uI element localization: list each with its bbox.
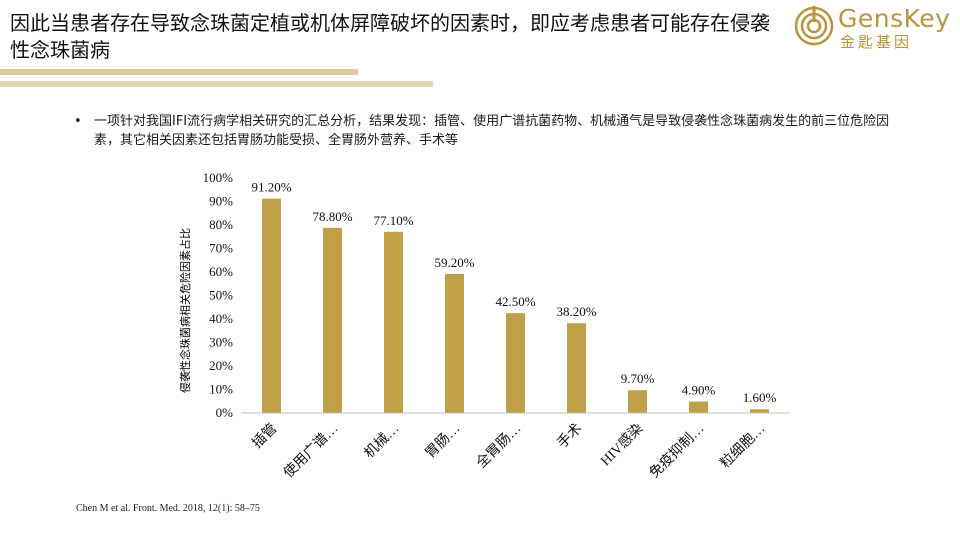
bar: [506, 313, 525, 413]
x-tick-label: 插管: [249, 421, 280, 452]
data-label: 1.60%: [743, 390, 777, 405]
x-tick-label: 机械…: [361, 421, 402, 462]
y-axis-ticks: 0% 10% 20% 30% 40% 50% 60% 70% 80% 90% 100%: [203, 170, 234, 420]
y-tick-label: 10%: [209, 382, 233, 397]
y-tick-label: 100%: [203, 170, 234, 185]
y-tick-label: 20%: [209, 358, 233, 373]
x-tick-label: HIV感染: [597, 420, 646, 469]
slide-title: 因此当患者存在导致念珠菌定植或机体屏障破坏的因素时，即应考虑患者可能存在侵袭性念…: [10, 11, 770, 62]
title-underline-short: [0, 81, 433, 87]
bar-series: [262, 198, 769, 413]
y-tick-label: 50%: [209, 288, 233, 303]
company-logo: GensKey 金匙基因: [792, 4, 952, 51]
data-label: 77.10%: [373, 213, 413, 228]
title-underline-long: [0, 69, 358, 75]
citation: Chen M et al. Front. Med. 2018, 12(1): 5…: [76, 503, 260, 514]
bar: [445, 273, 464, 413]
bar: [689, 401, 708, 413]
bullet-text: 一项针对我国IFI流行病学相关研究的汇总分析，结果发现：插管、使用广谱抗菌药物、…: [94, 114, 890, 148]
y-tick-label: 60%: [209, 264, 233, 279]
risk-factor-bar-chart: 0% 10% 20% 30% 40% 50% 60% 70% 80% 90% 100% 91.20%…: [178, 170, 790, 482]
data-label: 4.90%: [682, 382, 716, 397]
y-tick-label: 80%: [209, 217, 233, 232]
logo-name-en: GensKey: [838, 4, 951, 33]
bar: [323, 227, 342, 413]
bar: [628, 390, 647, 413]
bar: [384, 231, 403, 413]
data-label: 42.50%: [495, 294, 535, 309]
x-tick-label: 粒细胞…: [717, 421, 768, 472]
y-tick-label: 70%: [209, 241, 233, 256]
y-tick-label: 40%: [209, 311, 233, 326]
bar: [262, 198, 281, 413]
y-tick-label: 30%: [209, 335, 233, 350]
x-tick-label: 免疫抑制…: [647, 421, 708, 482]
data-label: 59.20%: [434, 255, 474, 270]
genskey-logo-icon: [794, 6, 834, 46]
y-tick-label: 90%: [209, 194, 233, 209]
bar: [567, 323, 586, 413]
data-label: 9.70%: [621, 371, 655, 386]
data-label: 91.20%: [251, 180, 291, 195]
data-label: 38.20%: [556, 304, 596, 319]
bar: [750, 409, 769, 413]
x-tick-label: 使用广谱…: [280, 420, 342, 482]
y-tick-label: 0%: [216, 405, 234, 420]
data-label: 78.80%: [312, 209, 352, 224]
bullet-marker: •: [74, 114, 82, 129]
x-tick-label: 全胃肠…: [473, 420, 525, 472]
x-tick-label: 手术: [554, 421, 585, 452]
logo-name-cn: 金匙基因: [840, 33, 913, 51]
y-axis-title: 侵袭性念珠菌病相关危险因素占比: [178, 228, 192, 393]
data-labels: 91.20% 78.80% 77.10% 59.20% 42.50% 38.20% 9.70…: [251, 180, 776, 406]
x-tick-label: 胃肠…: [422, 421, 463, 462]
x-axis-ticks: 插管 使用广谱… 机械… 胃肠… 全胃肠… 手术 HIV感染 免疫抑制… 粒细胞…: [249, 420, 768, 482]
